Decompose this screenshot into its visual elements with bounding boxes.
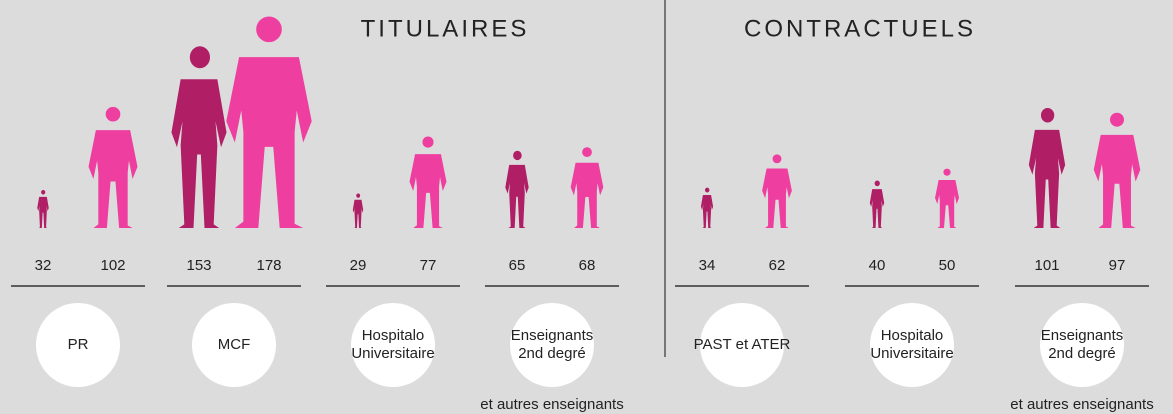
category-label: Hospitalo — [881, 327, 944, 344]
value-label: 50 — [939, 257, 956, 274]
category-circle — [510, 303, 594, 387]
person — [762, 154, 792, 228]
value-label: 97 — [1109, 257, 1126, 274]
value-label: 102 — [100, 257, 125, 274]
category-label: Universitaire — [351, 345, 434, 362]
category-circle — [1040, 303, 1124, 387]
category-label: Enseignants — [511, 327, 594, 344]
person — [352, 193, 364, 228]
section-title: CONTRACTUELS — [744, 15, 976, 42]
section-title: TITULAIRES — [361, 15, 530, 42]
value-label: 77 — [420, 257, 437, 274]
value-label: 101 — [1034, 257, 1059, 274]
person — [226, 16, 312, 228]
category-label: MCF — [218, 336, 251, 353]
person — [171, 46, 227, 228]
value-label: 153 — [186, 257, 211, 274]
person — [409, 136, 447, 228]
category-label: PAST et ATER — [694, 336, 791, 353]
category-circle — [36, 303, 120, 387]
value-label: 62 — [769, 257, 786, 274]
category-label: Universitaire — [870, 345, 953, 362]
category-circle — [351, 303, 435, 387]
person — [505, 150, 529, 228]
footnote: et autres enseignants — [1010, 396, 1153, 413]
category-label: 2nd degré — [518, 345, 586, 362]
category-circle — [700, 303, 784, 387]
value-label: 65 — [509, 257, 526, 274]
category-label: Enseignants — [1041, 327, 1124, 344]
value-label: 32 — [35, 257, 52, 274]
person — [570, 147, 604, 228]
person — [935, 168, 959, 228]
category-circle — [192, 303, 276, 387]
value-label: 29 — [350, 257, 367, 274]
category-label: 2nd degré — [1048, 345, 1116, 362]
person — [88, 106, 138, 228]
value-label: 40 — [869, 257, 886, 274]
value-label: 178 — [256, 257, 281, 274]
value-label: 68 — [579, 257, 596, 274]
person — [37, 189, 49, 228]
person — [1028, 108, 1066, 228]
footnote: et autres enseignants — [480, 396, 623, 413]
category-circle — [870, 303, 954, 387]
value-label: 34 — [699, 257, 716, 274]
category-label: Hospitalo — [362, 327, 425, 344]
category-label: PR — [68, 336, 89, 353]
person — [869, 180, 885, 228]
person — [700, 187, 714, 228]
person — [1093, 112, 1141, 228]
